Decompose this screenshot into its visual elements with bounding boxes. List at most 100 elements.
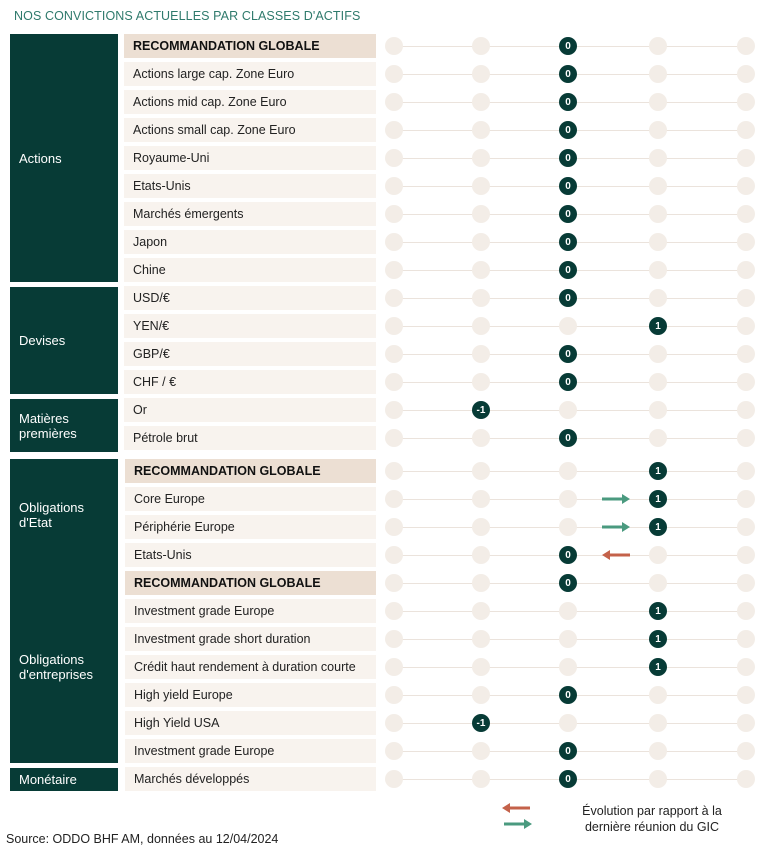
scale-dot <box>385 121 403 139</box>
scale-dot <box>559 490 577 508</box>
row-background <box>124 258 376 282</box>
conviction-marker: 1 <box>649 490 667 508</box>
scale-dot <box>472 658 490 676</box>
scale-dot <box>385 630 403 648</box>
scale-dot <box>649 261 667 279</box>
scale-dot <box>472 546 490 564</box>
row-label: Etats-Unis <box>134 548 192 562</box>
category-4: Obligations d'entreprises <box>10 570 118 763</box>
scale-dot <box>385 574 403 592</box>
row-background <box>124 398 376 422</box>
scale-dot <box>472 574 490 592</box>
scale-dot <box>559 658 577 676</box>
scale-dot <box>649 742 667 760</box>
scale-dot <box>472 177 490 195</box>
row-background <box>125 543 376 567</box>
scale-dot <box>472 429 490 447</box>
scale-dot <box>737 373 755 391</box>
scale-dot <box>737 658 755 676</box>
scale-dot <box>472 373 490 391</box>
scale-dot <box>649 37 667 55</box>
row-label: Investment grade Europe <box>134 604 275 618</box>
scale-dot <box>649 93 667 111</box>
scale-dot <box>737 93 755 111</box>
scale-dot <box>737 742 755 760</box>
scale-dot <box>385 742 403 760</box>
row-label: Crédit haut rendement à duration courte <box>134 660 356 674</box>
conviction-marker: -1 <box>472 401 490 419</box>
scale-dot <box>649 121 667 139</box>
conviction-marker: 1 <box>649 658 667 676</box>
category-2: Matières premières <box>10 399 118 452</box>
row-background <box>125 711 376 735</box>
conviction-marker: 0 <box>559 770 577 788</box>
row-background <box>124 286 376 310</box>
scale-dot <box>737 317 755 335</box>
row-label: Investment grade Europe <box>134 744 275 758</box>
row-background <box>125 767 376 791</box>
scale-dot <box>472 261 490 279</box>
conviction-marker: 0 <box>559 149 577 167</box>
row-background <box>124 118 376 142</box>
conviction-marker: -1 <box>472 714 490 732</box>
scale-dot <box>472 121 490 139</box>
conviction-marker: 1 <box>649 602 667 620</box>
arrow-left-icon <box>502 803 530 813</box>
scale-dot <box>385 37 403 55</box>
scale-dot <box>385 462 403 480</box>
scale-dot <box>385 770 403 788</box>
conviction-marker: 0 <box>559 742 577 760</box>
scale-dot <box>649 770 667 788</box>
scale-dot <box>385 602 403 620</box>
page-title: NOS CONVICTIONS ACTUELLES PAR CLASSES D'… <box>14 9 361 23</box>
row-background <box>125 655 376 679</box>
row-background <box>124 34 376 58</box>
scale-dot <box>472 686 490 704</box>
conviction-marker: 0 <box>559 289 577 307</box>
scale-dot <box>472 65 490 83</box>
row-label: Actions large cap. Zone Euro <box>133 67 295 81</box>
row-background <box>124 90 376 114</box>
row-label: Or <box>133 403 147 417</box>
conviction-marker: 0 <box>559 261 577 279</box>
scale-dot <box>737 429 755 447</box>
row-background <box>125 683 376 707</box>
row-background <box>125 599 376 623</box>
scale-dot <box>385 149 403 167</box>
scale-dot <box>472 462 490 480</box>
row-label: Pétrole brut <box>133 431 198 445</box>
row-label: High Yield USA <box>134 716 220 730</box>
scale-dot <box>385 317 403 335</box>
scale-dot <box>472 205 490 223</box>
scale-dot <box>737 546 755 564</box>
category-1: Devises <box>10 287 118 394</box>
scale-dot <box>472 233 490 251</box>
row-label: CHF / € <box>133 375 177 389</box>
row-label: YEN/€ <box>133 319 170 333</box>
scale-dot <box>385 261 403 279</box>
row-background <box>125 739 376 763</box>
row-label: Actions mid cap. Zone Euro <box>133 95 287 109</box>
row-label: Marchés émergents <box>133 207 244 221</box>
scale-dot <box>472 490 490 508</box>
category-label: Obligations d'entreprises <box>19 651 94 682</box>
conviction-marker: 0 <box>559 345 577 363</box>
legend-text: Évolution par rapport à la dernière réun… <box>562 803 742 835</box>
category-label: Devises <box>19 333 66 348</box>
conviction-marker: 1 <box>649 518 667 536</box>
conviction-marker: 1 <box>649 630 667 648</box>
conviction-marker: 1 <box>649 462 667 480</box>
scale-dot <box>385 345 403 363</box>
scale-dot <box>649 429 667 447</box>
scale-dot <box>649 65 667 83</box>
scale-dot <box>737 37 755 55</box>
scale-dot <box>385 289 403 307</box>
row-label: High yield Europe <box>134 688 233 702</box>
scale-dot <box>472 742 490 760</box>
category-0: Actions <box>10 34 118 282</box>
row-background <box>125 627 376 651</box>
scale-dot <box>737 518 755 536</box>
row-background <box>124 314 376 338</box>
scale-dot <box>472 345 490 363</box>
scale-dot <box>559 462 577 480</box>
